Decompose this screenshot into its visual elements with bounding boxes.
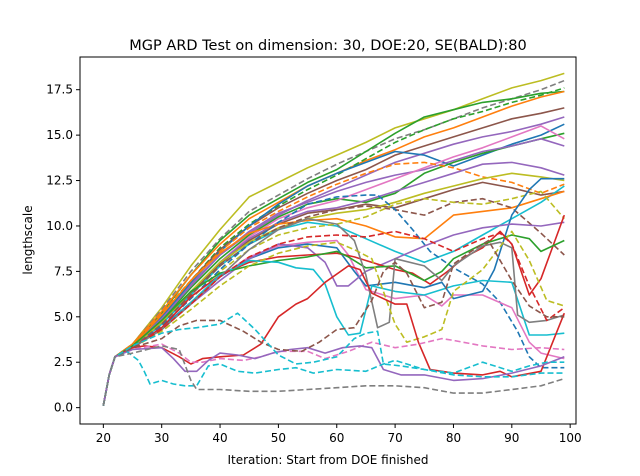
- series-line-20: [102, 194, 565, 406]
- series-line-25: [102, 234, 565, 406]
- x-tick-label: 40: [212, 431, 227, 445]
- series-layer: [102, 72, 566, 406]
- y-tick-label: 12.5: [46, 174, 73, 188]
- x-tick-label: 90: [504, 431, 519, 445]
- y-axis: 0.0 2.5 5.0 7.5 10.0 12.5 15.0 17.5: [46, 83, 80, 415]
- plot-frame: [79, 56, 577, 425]
- x-tick-label: 60: [329, 431, 344, 445]
- x-tick-label: 80: [446, 431, 461, 445]
- x-tick-label: 50: [271, 431, 286, 445]
- y-tick-label: 15.0: [46, 128, 73, 142]
- y-tick-label: 2.5: [54, 355, 73, 369]
- series-line-35: [102, 312, 565, 406]
- x-tick-label: 30: [154, 431, 169, 445]
- y-tick-label: 5.0: [54, 310, 73, 324]
- series-line-36: [102, 345, 565, 406]
- series-line-33: [102, 350, 565, 406]
- series-line-32: [102, 345, 565, 406]
- series-line-12: [102, 161, 565, 406]
- series-line-18: [102, 197, 565, 406]
- x-tick-label: 20: [96, 431, 111, 445]
- x-tick-label: 100: [559, 431, 582, 445]
- series-line-28: [102, 230, 565, 406]
- y-tick-label: 10.0: [46, 219, 73, 233]
- x-axis: 20 30 40 50 60 70 80 90 100: [96, 424, 582, 445]
- y-tick-label: 0.0: [54, 401, 73, 415]
- y-axis-label: lengthscale: [21, 205, 35, 274]
- x-tick-label: 70: [387, 431, 402, 445]
- chart-title: MGP ARD Test on dimension: 30, DOE:20, S…: [129, 38, 526, 54]
- y-tick-label: 17.5: [46, 83, 73, 97]
- series-line-5: [102, 87, 565, 406]
- y-tick-label: 7.5: [54, 264, 73, 278]
- x-axis-label: Iteration: Start from DOE finished: [227, 453, 428, 467]
- series-line-34: [102, 239, 565, 406]
